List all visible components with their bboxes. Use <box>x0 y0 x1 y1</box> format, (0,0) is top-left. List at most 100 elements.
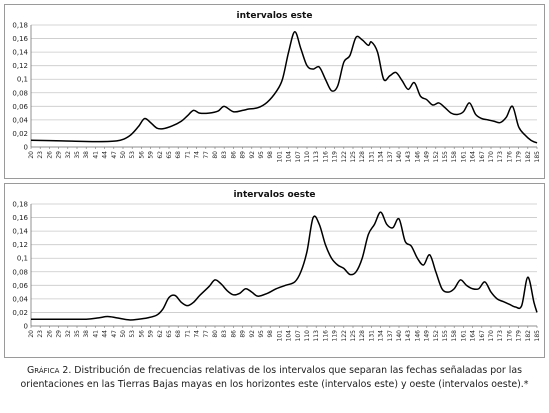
x-tick-label: 71 <box>184 330 191 338</box>
x-tick-label: 59 <box>148 151 155 159</box>
x-tick-label: 155 <box>442 151 449 163</box>
x-tick-label: 98 <box>267 330 274 338</box>
x-tick-label: 173 <box>497 151 504 163</box>
x-tick-label: 185 <box>534 151 541 163</box>
y-tick-label: 0,06 <box>12 103 28 111</box>
x-tick-label: 125 <box>350 330 357 342</box>
y-tick-label: 0,02 <box>12 309 28 317</box>
x-tick-label: 182 <box>525 151 532 163</box>
x-tick-label: 65 <box>166 330 173 338</box>
chart-panel-oeste: intervalos oeste 0 0,02 0,04 0,06 0,08 0,1 0,1… <box>4 183 545 358</box>
x-tick-label: 107 <box>295 151 302 163</box>
x-tick-label: 131 <box>368 151 375 163</box>
x-tick-label: 29 <box>56 151 63 159</box>
y-tick-label: 0,14 <box>12 49 28 57</box>
y-tick-label: 0,08 <box>12 268 28 276</box>
x-tick-label: 56 <box>138 330 145 338</box>
y-tick-label: 0,14 <box>12 228 28 236</box>
x-tick-label: 146 <box>414 330 421 342</box>
x-tick-label: 137 <box>387 151 394 163</box>
x-tick-label: 164 <box>470 330 477 342</box>
x-tick-label: 74 <box>194 330 201 338</box>
x-tick-label: 20 <box>28 151 35 159</box>
x-tick-label: 119 <box>332 330 339 342</box>
chart-title: intervalos oeste <box>233 190 316 200</box>
x-tick-label: 161 <box>460 151 467 163</box>
figure-caption: Gráfica 2. Distribución de frecuencias r… <box>8 364 541 391</box>
x-tick-label: 26 <box>46 151 53 159</box>
x-tick-label: 161 <box>460 330 467 342</box>
x-tick-label: 83 <box>221 330 228 338</box>
x-tick-label: 23 <box>37 330 44 338</box>
x-tick-label: 179 <box>516 330 523 342</box>
x-tick-label: 182 <box>525 330 532 342</box>
x-tick-label: 38 <box>83 330 90 338</box>
x-tick-label: 86 <box>230 151 237 159</box>
x-tick-label: 101 <box>276 151 283 163</box>
y-tick-label: 0 <box>24 323 28 331</box>
x-tick-label: 74 <box>194 151 201 159</box>
y-tick-label: 0,12 <box>12 62 28 70</box>
x-tick-label: 176 <box>506 330 513 342</box>
caption-text: Distribución de frecuencias relativas de… <box>20 365 529 390</box>
x-tick-label: 32 <box>65 330 72 338</box>
x-tick-label: 86 <box>230 330 237 338</box>
x-tick-label: 179 <box>516 151 523 163</box>
y-tick-label: 0,02 <box>12 130 28 138</box>
x-tick-label: 65 <box>166 151 173 159</box>
x-tick-label: 128 <box>359 330 366 342</box>
x-tick-label: 143 <box>405 151 412 163</box>
chart-panel-este: intervalos este 0 0,02 0,04 0,06 0,08 0,1 0,12… <box>4 4 545 179</box>
x-tick-label: 104 <box>286 151 293 163</box>
series-line <box>30 31 538 144</box>
x-tick-label: 152 <box>433 151 440 163</box>
x-tick-label: 134 <box>378 151 385 163</box>
y-tick-label: 0 <box>24 144 28 152</box>
x-tick-label: 158 <box>451 330 458 342</box>
x-tick-label: 113 <box>313 330 320 342</box>
x-tick-label: 113 <box>313 151 320 163</box>
x-tick-label: 26 <box>46 330 53 338</box>
x-tick-label: 122 <box>341 151 348 163</box>
x-tick-label: 32 <box>65 151 72 159</box>
y-tick-label: 0,16 <box>12 214 28 222</box>
x-tick-label: 59 <box>148 330 155 338</box>
x-tick-label: 92 <box>249 330 256 338</box>
x-tick-label: 38 <box>83 151 90 159</box>
x-tick-label: 143 <box>405 330 412 342</box>
x-tick-label: 119 <box>332 151 339 163</box>
x-tick-label: 62 <box>157 330 164 338</box>
x-tick-label: 47 <box>111 151 118 159</box>
x-tick-label: 170 <box>488 330 495 342</box>
x-tick-label: 44 <box>102 330 109 338</box>
x-tick-label: 167 <box>479 330 486 342</box>
x-tick-label: 41 <box>92 151 99 159</box>
y-tick-label: 0,06 <box>12 282 28 290</box>
x-tick-label: 62 <box>157 151 164 159</box>
x-tick-label: 185 <box>534 330 541 342</box>
x-tick-label: 95 <box>258 330 265 338</box>
y-tick-label: 0,18 <box>12 201 28 209</box>
x-tick-label: 29 <box>56 330 63 338</box>
x-tick-label: 50 <box>120 330 127 338</box>
chart-svg: 0 0,02 0,04 0,06 0,08 0,1 0,12 0,14 0,16 0,18 20 23… <box>12 201 541 342</box>
x-tick-label: 83 <box>221 151 228 159</box>
y-tick-label: 0,18 <box>12 22 28 30</box>
x-tick-label: 149 <box>424 330 431 342</box>
x-tick-label: 50 <box>120 151 127 159</box>
x-tick-label: 164 <box>470 151 477 163</box>
x-tick-label: 80 <box>212 330 219 338</box>
x-tick-label: 167 <box>479 151 486 163</box>
x-tick-label: 110 <box>304 151 311 163</box>
x-tick-label: 152 <box>433 330 440 342</box>
x-tick-label: 80 <box>212 151 219 159</box>
y-tick-label: 0,1 <box>17 255 28 263</box>
x-tick-label: 95 <box>258 151 265 159</box>
x-tick-label: 35 <box>74 330 81 338</box>
x-tick-label: 176 <box>506 151 513 163</box>
x-tick-label: 41 <box>92 330 99 338</box>
x-tick-label: 158 <box>451 151 458 163</box>
x-tick-label: 122 <box>341 330 348 342</box>
y-tick-label: 0,04 <box>12 295 28 303</box>
x-tick-label: 71 <box>184 151 191 159</box>
